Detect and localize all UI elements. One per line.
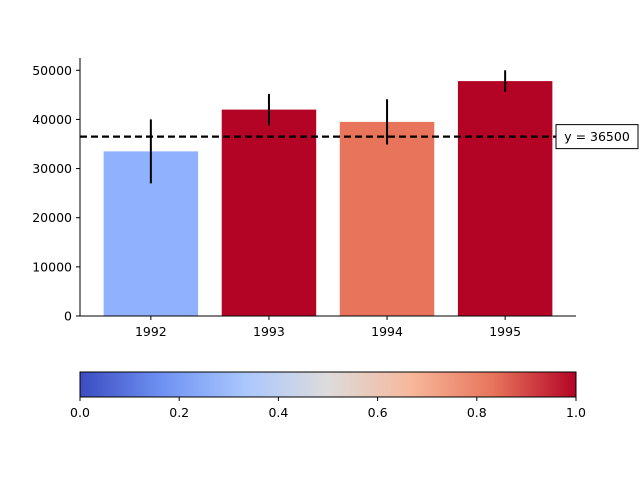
colorbar-tick-label: 1.0 [566, 405, 586, 420]
bars [103, 81, 553, 317]
x-tick-label: 1993 [253, 324, 285, 339]
reference-line-label: y = 36500 [564, 129, 630, 144]
colorbar: 0.0 0.2 0.4 0.6 0.8 1.0 [70, 371, 586, 420]
colorbar-tick-label: 0.4 [268, 405, 288, 420]
y-tick-label: 30000 [32, 161, 72, 176]
colorbar-gradient [79, 371, 577, 398]
y-tick-label: 10000 [32, 259, 72, 274]
colorbar-tick-label: 0.2 [169, 405, 189, 420]
colorbar-tick-label: 0.0 [70, 405, 90, 420]
y-tick-label: 50000 [32, 63, 72, 78]
bar-1995 [457, 81, 553, 317]
y-tick-label: 0 [64, 309, 72, 324]
error-bars [149, 70, 507, 184]
bar-1993 [221, 109, 317, 316]
colorbar-tick-label: 0.6 [368, 405, 388, 420]
x-tick-label: 1994 [371, 324, 403, 339]
x-tick-label: 1992 [135, 324, 167, 339]
colorbar-tick-label: 0.8 [467, 405, 487, 420]
y-tick-label: 40000 [32, 112, 72, 127]
x-tick-label: 1995 [489, 324, 521, 339]
y-tick-label: 20000 [32, 210, 72, 225]
reference-line-group: y = 36500 [80, 124, 639, 150]
axes: 0 10000 20000 30000 40000 50000 1992 1993 1994 19… [32, 58, 576, 339]
bar-1994 [339, 121, 435, 316]
reference-label-box [555, 124, 639, 150]
